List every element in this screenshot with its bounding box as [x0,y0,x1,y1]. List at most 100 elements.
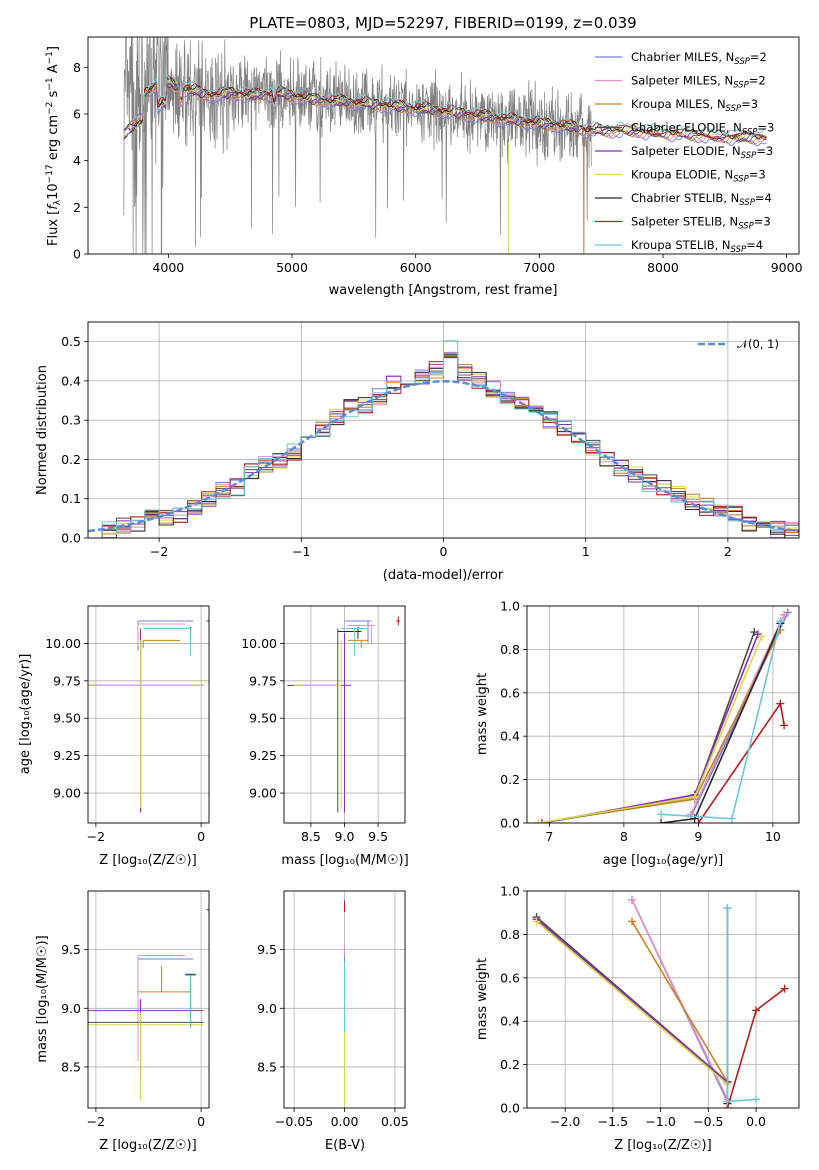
legend-label-1: Salpeter MILES, NSSP=2 [631,74,766,91]
x-tick-label: 9 [694,829,702,844]
y-tick-label: 9.50 [249,711,277,726]
weight-marker-8 [723,904,732,913]
x-tick-label: 0.0 [746,1114,766,1129]
p8-lines [532,895,789,1108]
massweight-age-xlabel: age [log₁₀(age/yr)] [603,853,724,868]
massweight-z-axes-frame [526,890,800,1109]
weight-marker-1 [686,810,695,819]
mass-vs-extinction-panel: −0.05 0.00 0.05 8.5 9.0 9.5 E(B-V) [257,890,409,1153]
y-tick-label: 10.00 [45,636,81,651]
massweight-z-ylabel: mass weight [475,958,490,1040]
spectrum-panel: PLATE=0803, MJD=52297, FIBERID=0199, z=0… [45,14,803,298]
weight-marker-2 [627,917,636,926]
massweight-vs-metallicity-panel: −2.0 −1.5 −1.0 −0.5 0.0 0.0 0.2 0.4 0.6 0.8 1.0 Z … [475,884,800,1153]
weight-line-1 [631,899,729,1100]
model-line-7 [123,75,767,141]
x-tick-label: 0 [440,544,448,559]
weight-marker-5 [532,917,541,926]
y-tick-label: 0.3 [61,413,81,428]
x-tick-label: 0.00 [331,1114,359,1129]
x-tick-label: −2.0 [550,1114,580,1129]
y-tick-label: 9.5 [257,942,277,957]
weight-marker-7 [776,699,785,708]
model-line-2 [123,80,767,145]
y-tick-label: 0 [73,247,81,262]
y-tick-label: 0.2 [500,1057,520,1072]
histogram-xlabel: (data-model)/error [383,568,504,583]
weight-marker-5 [534,819,543,823]
model-line-6 [123,77,767,140]
weight-line-4 [535,918,728,1083]
histogram-ylabel: Normed distribution [35,365,50,495]
y-tick-label: 9.00 [249,786,277,801]
x-tick-label: 5000 [276,260,308,275]
y-tick-label: 0.2 [61,452,81,467]
age-z-axes-frame [87,605,210,824]
mass-z-xlabel: Z [log₁₀(Z/Z☉)] [99,1138,196,1153]
age-mass-xlabel: mass [log₁₀(M/M☉)] [281,853,408,868]
massweight-age-ylabel: mass weight [475,673,490,755]
mass-z-ylabel: mass [log₁₀(M/M☉)] [35,935,50,1062]
y-tick-label: 10.00 [241,636,277,651]
model-line-0 [123,84,767,147]
y-tick-label: 0.8 [500,927,520,942]
spectrum-ylabel: Flux [fλ10−17 erg cm−2 s−1 A−1] [45,46,63,246]
y-tick-label: 1.0 [500,599,520,614]
gaussian-curve [88,380,799,533]
y-tick-label: 2 [73,200,81,215]
y-tick-label: 0.8 [500,642,520,657]
weight-line-5 [535,920,728,1085]
x-tick-label: 9.0 [335,829,355,844]
histogram-legend: 𝒩(0, 1) [698,337,779,351]
y-tick-label: 9.0 [61,1001,81,1016]
weight-marker-1 [780,610,789,619]
legend-label-5: Kroupa ELODIE, NSSP=3 [631,168,766,185]
y-tick-label: 0.4 [500,1014,520,1029]
y-tick-label: 8.5 [61,1059,81,1074]
spectrum-legend: Chabrier MILES, NSSP=2 Salpeter MILES, NS… [595,50,774,255]
gaussian-legend-label: 𝒩(0, 1) [737,337,779,351]
x-tick-label: −1.0 [645,1114,675,1129]
x-tick-label: 6000 [400,260,432,275]
y-tick-label: 6 [73,107,81,122]
x-tick-label: 8000 [647,260,679,275]
x-tick-label: 0 [197,1114,205,1129]
y-tick-label: 0.6 [500,970,520,985]
x-tick-label: −1 [292,544,310,559]
x-tick-label: 10 [765,829,781,844]
histogram-steps [88,340,799,538]
weight-marker-7 [780,984,789,993]
weight-marker-8 [752,1095,761,1104]
weight-marker-8 [657,810,666,819]
y-tick-label: 8 [73,60,81,75]
x-tick-label: 9.5 [368,829,388,844]
y-tick-label: 9.75 [249,673,277,688]
age-z-ylabel: age [log₁₀(age/yr)] [18,654,33,775]
legend-label-8: Kroupa STELIB, NSSP=4 [631,238,763,255]
x-tick-label: 0.05 [381,1114,409,1129]
y-tick-label: 9.5 [61,942,81,957]
spectrum-lines [123,37,767,254]
x-tick-label: −2 [87,1114,105,1129]
weight-marker-1 [627,895,636,904]
x-tick-label: −0.5 [693,1114,723,1129]
residual-histogram-panel: −2 −1 0 1 2 0.0 0.1 0.2 0.3 0.4 0.5 (data-model)/e… [35,321,800,583]
legend-label-4: Salpeter ELODIE, NSSP=3 [631,144,773,161]
age-vs-metallicity-panel: −2 0 9.00 9.25 9.50 9.75 10.00 Z [log₁₀(Z/Z☉)]… [18,605,210,868]
x-tick-label: 2 [724,544,732,559]
x-tick-label: 8.5 [301,829,321,844]
legend-label-6: Chabrier STELIB, NSSP=4 [631,191,772,208]
weight-marker-7 [694,819,703,823]
weight-marker-8 [727,814,736,823]
y-tick-label: 8.5 [257,1059,277,1074]
weight-marker-5 [757,632,766,641]
y-tick-label: 0.0 [61,531,81,546]
weight-marker-7 [780,721,789,730]
massweight-z-xlabel: Z [log₁₀(Z/Z☉)] [614,1138,711,1153]
y-tick-label: 9.00 [53,786,81,801]
y-tick-label: 4 [73,153,81,168]
model-line-8 [123,72,767,138]
y-tick-label: 0.1 [61,491,81,506]
histogram-series-8 [88,340,799,538]
y-tick-label: 0.6 [500,685,520,700]
